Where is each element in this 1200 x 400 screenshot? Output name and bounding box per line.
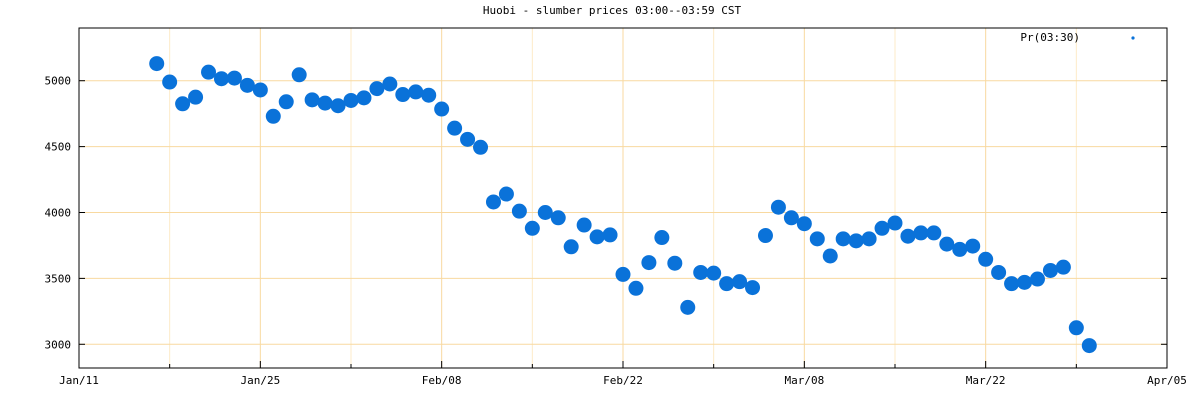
x-axis: Jan/11 Jan/25 Feb/08 Feb/22 Mar/08 Mar/22 Apr/… <box>59 361 1187 387</box>
data-point <box>1017 274 1033 290</box>
data-point <box>602 227 618 243</box>
data-point <box>991 264 1007 280</box>
data-point <box>576 217 592 233</box>
data-points <box>149 56 1097 354</box>
data-point <box>835 231 851 247</box>
x-tick-label: Feb/22 <box>603 374 643 387</box>
data-point <box>628 280 644 296</box>
data-point <box>874 220 890 236</box>
data-point <box>641 255 657 271</box>
x-tick-label: Mar/22 <box>966 374 1006 387</box>
data-point <box>226 70 242 86</box>
data-point <box>175 96 191 112</box>
legend-marker <box>1131 36 1135 40</box>
data-point <box>343 92 359 108</box>
y-axis: 3000 3500 4000 4500 5000 <box>45 75 1167 351</box>
data-point <box>757 228 773 244</box>
data-point <box>913 225 929 241</box>
data-point <box>706 265 722 281</box>
data-point <box>654 230 670 246</box>
data-point <box>745 280 761 296</box>
data-point <box>732 274 748 290</box>
data-point <box>965 238 981 254</box>
grid <box>78 28 1168 368</box>
data-point <box>408 84 424 100</box>
data-point <box>460 131 476 147</box>
data-point <box>356 90 372 106</box>
data-point <box>1042 262 1058 278</box>
data-point <box>485 194 501 210</box>
data-point <box>537 204 553 220</box>
data-point <box>149 56 165 72</box>
y-tick-label: 4500 <box>45 141 72 154</box>
data-point <box>926 225 942 241</box>
data-point <box>1004 276 1020 292</box>
data-point <box>783 210 799 226</box>
data-point <box>330 98 346 114</box>
data-point <box>680 299 696 315</box>
data-point <box>1068 320 1084 336</box>
y-tick-label: 4000 <box>45 206 72 219</box>
data-point <box>421 87 437 103</box>
data-point <box>615 266 631 282</box>
legend: Pr(03:30) <box>1020 31 1135 44</box>
data-point <box>162 74 178 90</box>
data-point <box>278 94 294 110</box>
legend-label: Pr(03:30) <box>1020 31 1080 44</box>
data-point <box>291 67 307 83</box>
data-point <box>317 95 333 111</box>
data-point <box>524 220 540 236</box>
data-point <box>369 81 385 97</box>
data-point <box>939 236 955 252</box>
data-point <box>239 77 255 93</box>
data-point <box>809 231 825 247</box>
data-point <box>265 108 281 124</box>
data-point <box>447 120 463 136</box>
data-point <box>861 231 877 247</box>
x-tick-label: Jan/11 <box>59 374 99 387</box>
data-point <box>693 264 709 280</box>
data-point <box>667 255 683 271</box>
data-point <box>978 251 994 267</box>
y-tick-label: 3000 <box>45 338 72 351</box>
data-point <box>201 64 217 80</box>
data-point <box>1029 271 1045 287</box>
y-tick-label: 5000 <box>45 75 72 88</box>
y-tick-label: 3500 <box>45 272 72 285</box>
data-point <box>188 89 204 105</box>
data-point <box>395 87 411 103</box>
data-point <box>796 216 812 232</box>
data-point <box>511 203 527 219</box>
data-point <box>252 82 268 98</box>
chart-title: Huobi - slumber prices 03:00--03:59 CST <box>483 4 742 17</box>
data-point <box>770 199 786 215</box>
data-point <box>213 71 229 87</box>
data-point <box>434 101 450 117</box>
x-tick-label: Apr/05 <box>1147 374 1187 387</box>
data-point <box>900 228 916 244</box>
data-point <box>887 215 903 231</box>
data-point <box>952 241 968 257</box>
data-point <box>304 92 320 108</box>
data-point <box>498 186 514 202</box>
x-tick-label: Mar/08 <box>784 374 824 387</box>
data-point <box>563 239 579 255</box>
x-tick-label: Feb/08 <box>422 374 462 387</box>
data-point <box>550 210 566 226</box>
x-tick-label: Jan/25 <box>240 374 280 387</box>
data-point <box>719 276 735 292</box>
data-point <box>1081 338 1097 354</box>
data-point <box>822 248 838 264</box>
data-point <box>1055 259 1071 275</box>
data-point <box>382 76 398 92</box>
data-point <box>848 233 864 249</box>
data-point <box>473 139 489 155</box>
data-point <box>589 229 605 245</box>
